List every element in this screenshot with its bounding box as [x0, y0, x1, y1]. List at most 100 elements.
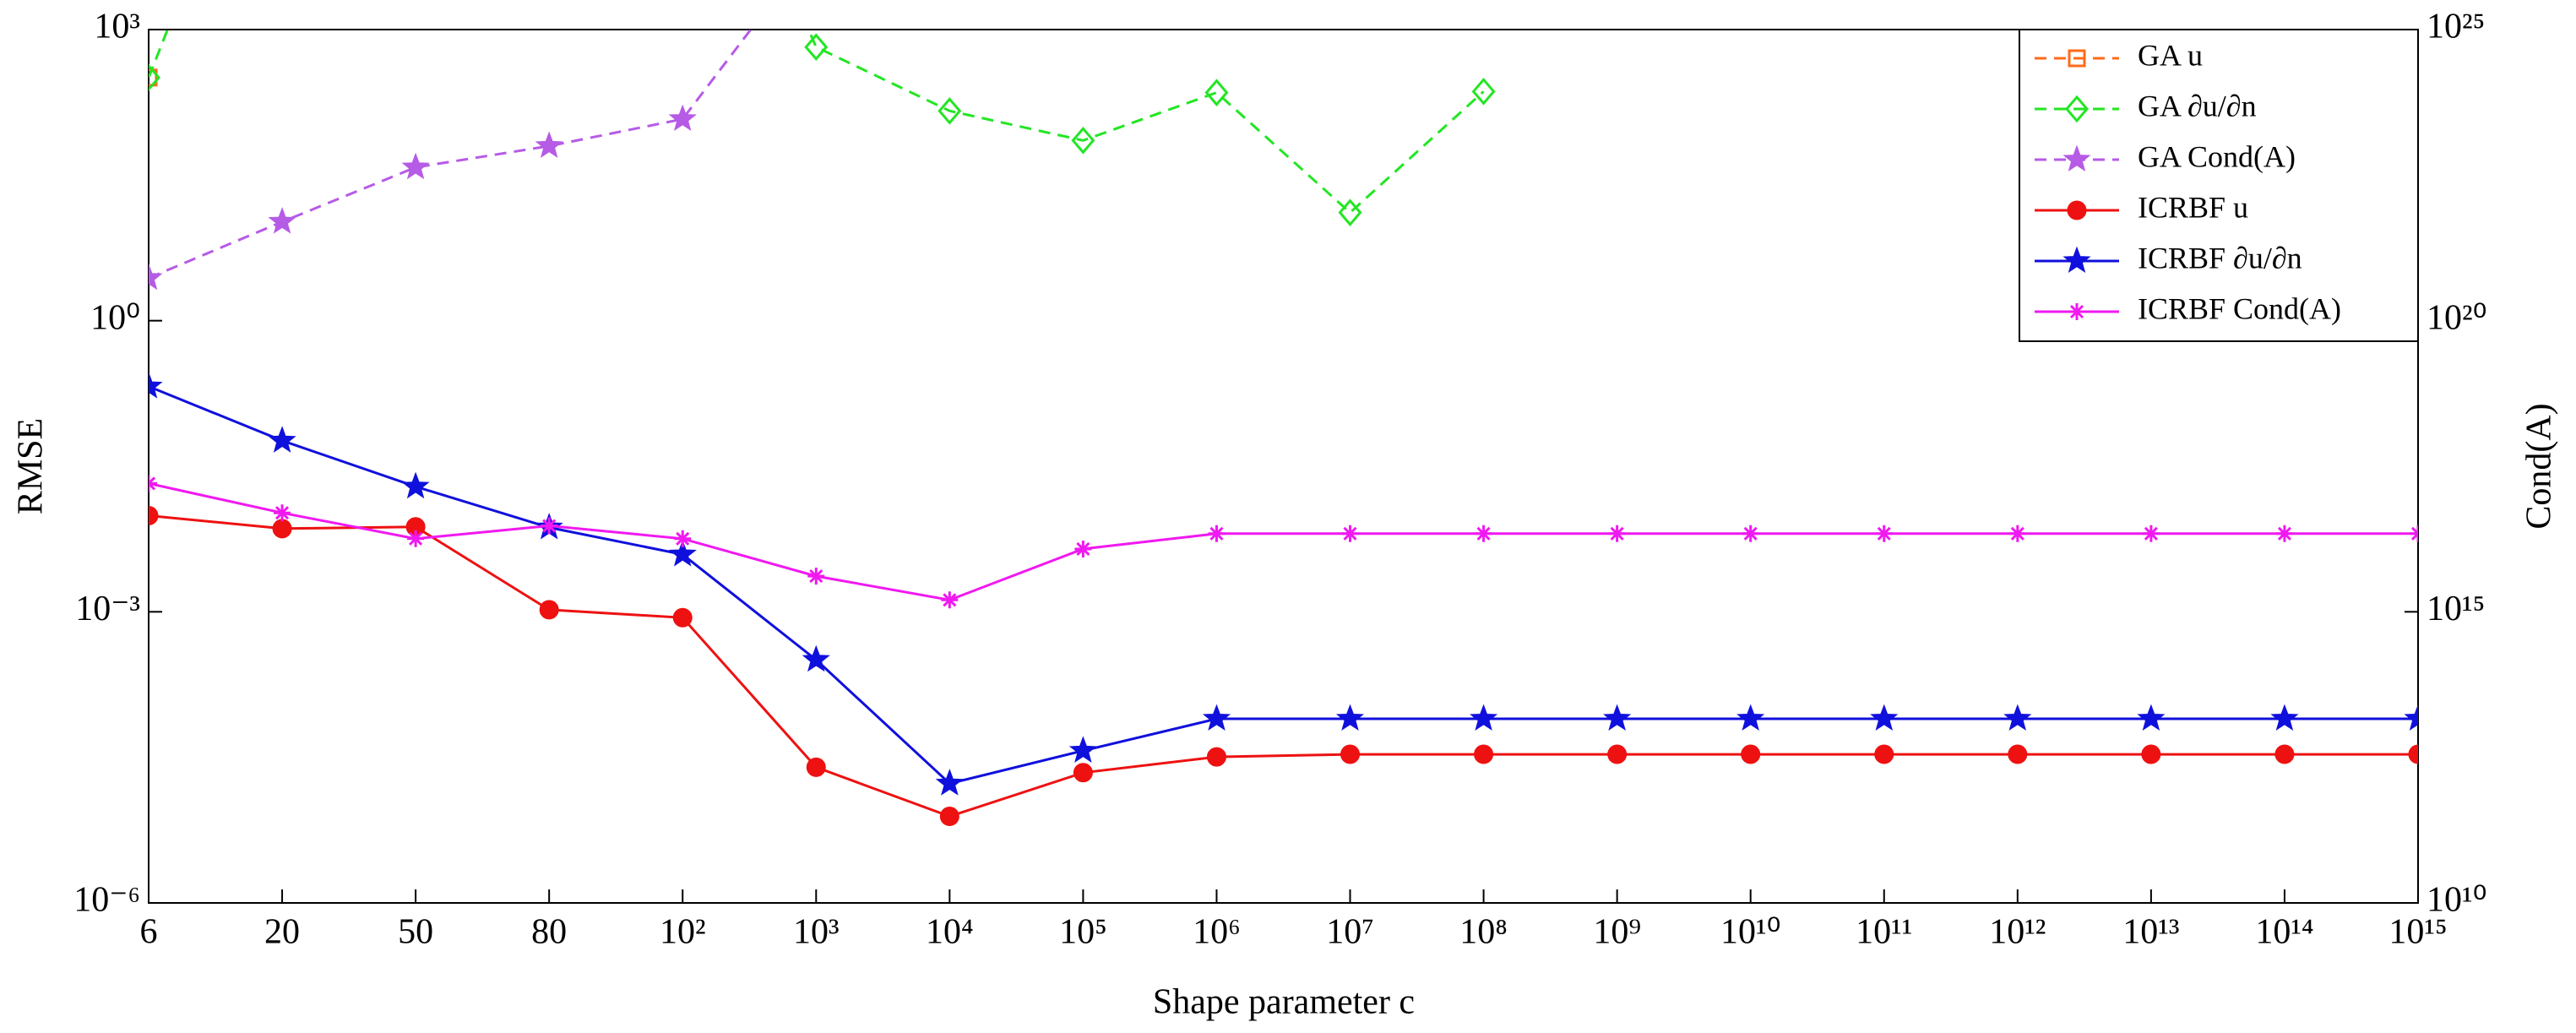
y2-tick-label: 10¹⁰: [2427, 881, 2486, 920]
marker: [668, 539, 697, 567]
legend-label: ICRBF u: [2138, 190, 2248, 224]
marker: [1204, 79, 1229, 106]
marker: [2275, 525, 2293, 542]
marker: [268, 207, 296, 234]
x-tick-label: 10¹⁰: [1720, 913, 1780, 952]
x-tick-label: 10¹²: [1989, 913, 2046, 952]
marker: [2142, 525, 2160, 542]
series-line: [149, 30, 1485, 215]
x-tick-label: 10¹⁵: [2389, 913, 2447, 952]
y2-tick-label: 10¹⁵: [2427, 590, 2485, 628]
marker: [1474, 744, 1494, 764]
marker: [2408, 744, 2418, 764]
marker: [804, 33, 829, 62]
marker: [1073, 763, 1093, 783]
x-tick-label: 10⁹: [1593, 913, 1641, 952]
legend-box: [2019, 29, 2419, 342]
y-tick-label: 10³: [94, 8, 140, 46]
marker: [541, 517, 558, 535]
marker: [2062, 246, 2091, 274]
x-tick-label: 20: [264, 913, 300, 952]
marker: [535, 131, 563, 158]
marker: [807, 568, 825, 585]
y-tick-label: 10⁻⁶: [73, 881, 140, 920]
marker: [2068, 49, 2086, 68]
marker: [2067, 200, 2087, 220]
marker: [1603, 704, 1632, 731]
marker: [149, 505, 159, 525]
legend-label: ICRBF Cond(A): [2138, 291, 2341, 325]
marker: [1874, 744, 1894, 764]
marker: [149, 263, 163, 291]
marker: [2404, 704, 2418, 731]
marker: [1068, 736, 1097, 763]
x-tick-label: 10¹¹: [1856, 913, 1912, 952]
x-tick-label: 10⁷: [1326, 913, 1374, 952]
x-tick-label: 80: [531, 913, 567, 952]
series-line: [149, 481, 2418, 601]
plot-frame: [148, 29, 2419, 904]
marker: [539, 600, 559, 620]
marker: [1870, 704, 1899, 731]
x-tick-label: 10¹⁴: [2255, 913, 2313, 952]
marker: [272, 519, 292, 539]
marker: [1074, 540, 1092, 557]
marker: [802, 644, 830, 672]
marker: [1742, 525, 1759, 542]
marker: [1741, 744, 1761, 764]
marker: [1608, 525, 1626, 542]
y2-axis-label: Cond(A): [2520, 403, 2559, 529]
x-tick-label: 10⁶: [1193, 913, 1241, 952]
marker: [1736, 704, 1765, 731]
marker: [1475, 525, 1492, 542]
y2-tick-label: 10²⁵: [2427, 8, 2485, 46]
marker: [2410, 525, 2418, 542]
legend-label: GA Cond(A): [2138, 139, 2296, 173]
marker: [1208, 525, 1226, 542]
marker: [274, 504, 291, 522]
y-tick-label: 10⁰: [90, 298, 140, 337]
marker: [1338, 198, 1362, 226]
marker: [2003, 704, 2032, 731]
x-tick-label: 10⁵: [1059, 913, 1107, 952]
legend-label: GA ∂u/∂n: [2138, 89, 2257, 122]
x-tick-label: 50: [398, 913, 433, 952]
marker: [1470, 704, 1498, 731]
marker: [668, 104, 697, 132]
y-tick-label: 10⁻³: [75, 590, 140, 628]
marker: [149, 475, 157, 492]
series-line: [149, 30, 753, 280]
marker: [1471, 78, 1496, 106]
marker: [149, 68, 158, 87]
x-tick-label: 10²: [660, 913, 706, 952]
x-tick-label: 10¹³: [2122, 913, 2179, 952]
marker: [1875, 525, 1893, 542]
marker: [941, 591, 959, 609]
marker: [2062, 144, 2091, 172]
marker: [2008, 744, 2028, 764]
marker: [401, 152, 430, 180]
marker: [1202, 704, 1231, 731]
legend-label: ICRBF ∂u/∂n: [2138, 241, 2302, 275]
plot-area: [149, 30, 2418, 827]
marker: [401, 471, 430, 499]
marker: [1340, 744, 1361, 764]
marker: [937, 97, 962, 125]
marker: [939, 807, 959, 827]
series-line: [149, 385, 2418, 786]
marker: [2068, 303, 2085, 320]
marker: [1206, 747, 1226, 767]
x-tick-label: 6: [140, 913, 158, 952]
series-line: [149, 514, 2418, 818]
marker: [672, 607, 693, 628]
marker: [2141, 744, 2161, 764]
marker: [2065, 95, 2089, 123]
legend-label: GA u: [2138, 38, 2203, 72]
marker: [674, 530, 692, 547]
marker: [268, 426, 296, 453]
marker: [2008, 525, 2026, 542]
x-tick-label: 10⁴: [926, 913, 974, 952]
marker: [149, 63, 160, 92]
marker: [1607, 744, 1628, 764]
